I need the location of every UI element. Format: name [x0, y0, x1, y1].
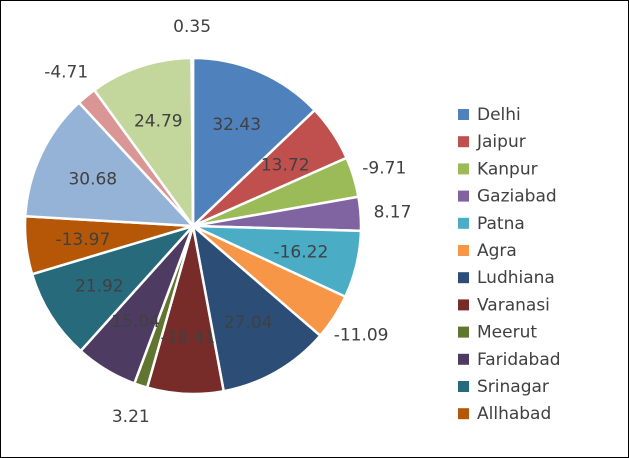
legend-label-allhabad: Allhabad [477, 404, 551, 424]
pie-slice-srinagar [30, 223, 197, 353]
data-label: 0.35 [173, 17, 211, 37]
legend-label-gaziabad: Gaziabad [477, 187, 557, 207]
legend-label-jaipur: Jaipur [476, 132, 526, 152]
data-label: 27.04 [224, 313, 273, 333]
legend-label-delhi: Delhi [477, 105, 521, 125]
legend-label-faridabad: Faridabad [477, 350, 561, 370]
legend-label-ludhiana: Ludhiana [477, 268, 555, 288]
legend-swatch-faridabad [458, 353, 469, 365]
data-label: 8.17 [374, 202, 412, 222]
data-label: -16.22 [273, 243, 328, 263]
data-label: 24.79 [134, 112, 183, 132]
data-label: -4.71 [44, 62, 88, 82]
legend-label-patna: Patna [477, 214, 525, 234]
data-label: 13.72 [261, 155, 310, 175]
legend-swatch-varanasi [458, 299, 469, 311]
data-label: -18.41 [160, 328, 215, 348]
data-label: 3.21 [112, 407, 150, 427]
data-label: 15.04 [111, 312, 160, 332]
data-label: 21.92 [75, 276, 124, 296]
pie-slice-unlabeled-12 [23, 100, 197, 228]
legend-swatch-meerut [458, 326, 469, 338]
legend-swatch-srinagar [458, 381, 469, 392]
legend-label-varanasi: Varanasi [477, 295, 550, 315]
legend-label-srinagar: Srinagar [477, 377, 549, 397]
pie-slice-unlabeled-14 [92, 56, 195, 230]
legend-swatch-gaziabad [458, 190, 469, 202]
data-label: -13.97 [55, 230, 110, 250]
data-label: -9.71 [362, 159, 406, 179]
data-label: -11.09 [334, 325, 389, 345]
legend-label-agra: Agra [477, 241, 517, 261]
legend-swatch-patna [458, 217, 469, 229]
legend-swatch-allhabad [458, 408, 469, 420]
pie-slice-ludhiana [191, 222, 323, 393]
legend-swatch-delhi [458, 109, 469, 120]
pie-slice-unlabeled-15 [190, 56, 195, 227]
legend-label-meerut: Meerut [477, 323, 537, 343]
legend-swatch-jaipur [458, 136, 469, 148]
data-label: 32.43 [212, 115, 261, 135]
legend-swatch-kanpur [458, 163, 469, 175]
legend-swatch-ludhiana [458, 272, 469, 284]
data-label: 30.68 [68, 170, 117, 190]
legend-swatch-agra [458, 245, 469, 256]
pie-slice-delhi [191, 56, 317, 229]
legend-label-kanpur: Kanpur [477, 159, 538, 179]
